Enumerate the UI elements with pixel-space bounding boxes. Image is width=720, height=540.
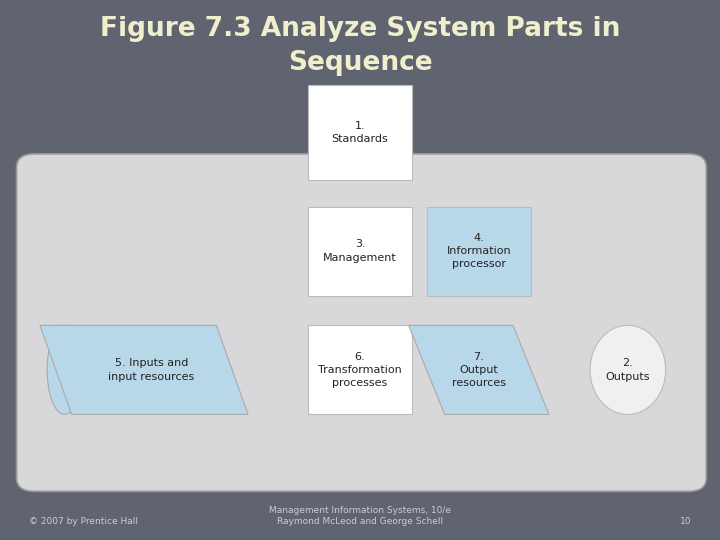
Polygon shape [409,325,549,415]
Text: 2.
Outputs: 2. Outputs [606,359,650,381]
Text: 10: 10 [680,517,691,526]
Text: 4.
Information
processor: 4. Information processor [446,233,511,269]
FancyBboxPatch shape [308,206,412,296]
FancyBboxPatch shape [308,85,412,179]
Ellipse shape [48,325,82,415]
Text: 5. Inputs and
input resources: 5. Inputs and input resources [108,359,194,381]
Text: 6.
Transformation
processes: 6. Transformation processes [318,352,402,388]
Text: Figure 7.3 Analyze System Parts in
Sequence: Figure 7.3 Analyze System Parts in Seque… [100,16,620,76]
FancyBboxPatch shape [308,325,412,415]
Text: 3.
Management: 3. Management [323,240,397,262]
Text: 1.
Standards: 1. Standards [332,121,388,144]
Text: 7.
Output
resources: 7. Output resources [452,352,505,388]
Text: © 2007 by Prentice Hall: © 2007 by Prentice Hall [29,517,138,526]
Polygon shape [40,325,248,415]
Text: Management Information Systems, 10/e
Raymond McLeod and George Schell: Management Information Systems, 10/e Ray… [269,507,451,526]
FancyBboxPatch shape [426,206,531,296]
FancyBboxPatch shape [17,154,706,491]
Ellipse shape [590,325,665,415]
